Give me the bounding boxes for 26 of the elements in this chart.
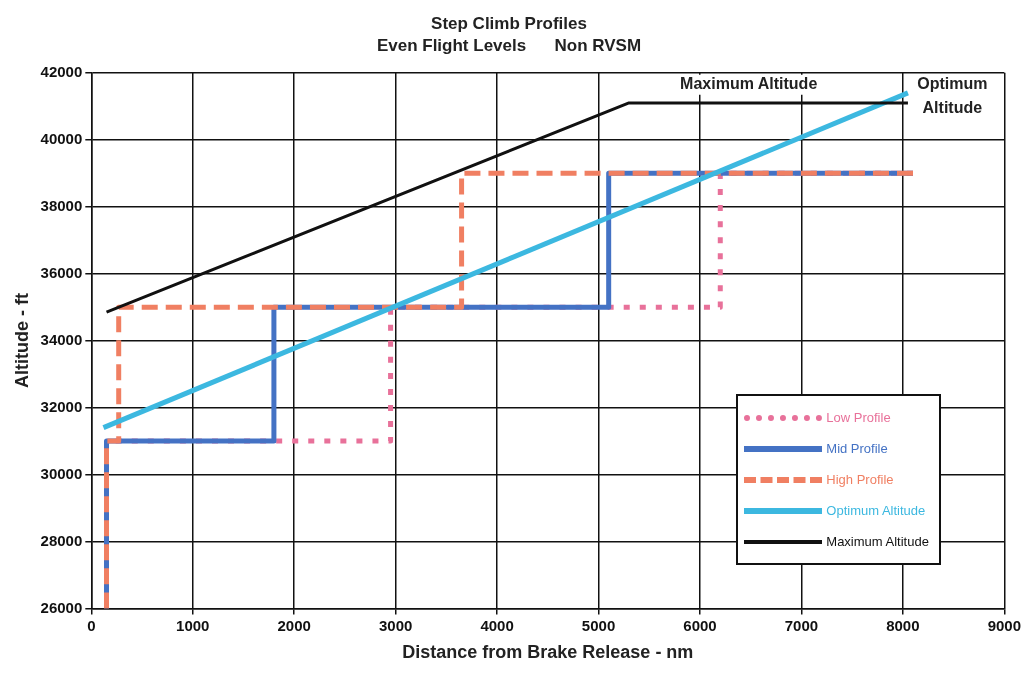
y-tick-label: 32000: [40, 397, 83, 415]
x-tick-label: 2000: [277, 616, 311, 634]
x-tick-label: 6000: [683, 616, 717, 634]
x-tick-label: 5000: [581, 616, 616, 634]
y-tick-label: 36000: [40, 263, 83, 281]
y-tick-label: 30000: [40, 464, 83, 482]
y-axis-title: Altitude - ft: [11, 293, 32, 389]
x-tick-label: 4000: [480, 616, 514, 634]
x-tick-label: 7000: [784, 616, 819, 634]
chart-title: Step Climb Profiles: [431, 13, 587, 33]
annotation: Maximum Altitude: [680, 75, 818, 93]
x-axis-title: Distance from Brake Release - nm: [402, 642, 694, 663]
y-tick-label: 40000: [40, 129, 83, 147]
y-tick-label: 28000: [40, 531, 83, 549]
annotation: Optimum Altitude: [917, 75, 988, 117]
y-tick-label: 34000: [40, 330, 83, 348]
chart-subtitle: Even Flight Levels Non RVSM: [376, 36, 642, 56]
x-tick-label: 9000: [987, 616, 1021, 634]
legend-panel: Low Profile Mid Profile High Profile Optimum Altitude Maximum Altitude: [736, 394, 941, 566]
x-tick-label: 3000: [378, 616, 413, 634]
x-tick-label: 8000: [886, 616, 920, 634]
x-tick-label: 0: [87, 616, 96, 634]
y-tick-label: 38000: [40, 196, 83, 214]
y-tick-label: 42000: [40, 62, 83, 80]
y-tick-label: 26000: [40, 598, 83, 616]
x-tick-label: 1000: [176, 616, 210, 634]
